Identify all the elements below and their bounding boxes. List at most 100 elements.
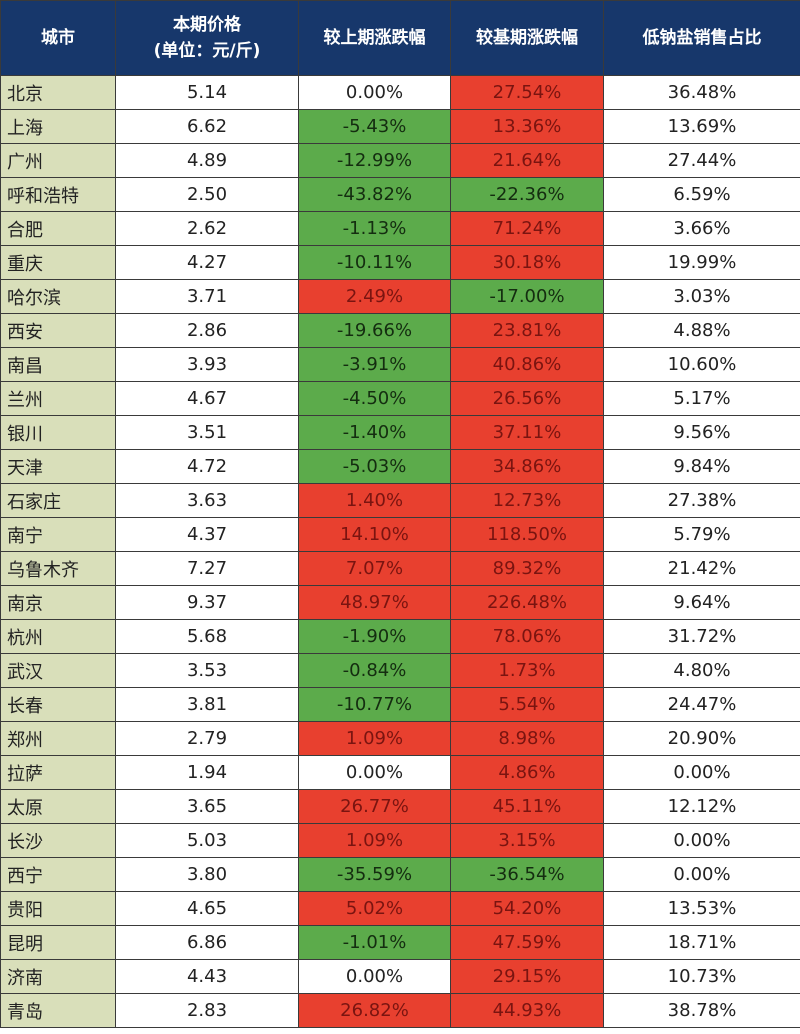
value-cell: 5.68 [115,619,299,654]
value-cell: 0.00% [603,857,800,892]
city-cell: 南京 [0,585,116,620]
value-cell: 19.99% [603,245,800,280]
value-cell: 9.64% [603,585,800,620]
value-cell: 89.32% [450,551,604,586]
value-cell: 54.20% [450,891,604,926]
value-cell: 10.73% [603,959,800,994]
value-cell: 21.42% [603,551,800,586]
value-cell: 0.00% [298,75,451,110]
city-cell: 天津 [0,449,116,484]
header-text: 本期价格 [173,15,241,35]
city-cell: 兰州 [0,381,116,416]
table-row: 郑州 2.79 1.09% 8.98% 20.90% [0,721,800,756]
value-cell: 9.84% [603,449,800,484]
table-row: 合肥 2.62 -1.13% 71.24% 3.66% [0,211,800,246]
value-cell: 9.37 [115,585,299,620]
city-cell: 上海 [0,109,116,144]
header-cell: 本期价格 (单位：元/斤) [115,0,299,76]
value-cell: 10.60% [603,347,800,382]
value-cell: -19.66% [298,313,451,348]
value-cell: -17.00% [450,279,604,314]
value-cell: 12.12% [603,789,800,824]
table-row: 广州 4.89 -12.99% 21.64% 27.44% [0,143,800,178]
table-row: 北京 5.14 0.00% 27.54% 36.48% [0,75,800,110]
table-row: 青岛 2.83 26.82% 44.93% 38.78% [0,993,800,1028]
value-cell: 4.65 [115,891,299,926]
table-row: 西宁 3.80 -35.59% -36.54% 0.00% [0,857,800,892]
value-cell: 2.62 [115,211,299,246]
city-cell: 长沙 [0,823,116,858]
value-cell: 18.71% [603,925,800,960]
value-cell: 26.56% [450,381,604,416]
value-cell: 26.77% [298,789,451,824]
value-cell: 5.79% [603,517,800,552]
value-cell: 44.93% [450,993,604,1028]
value-cell: 4.37 [115,517,299,552]
value-cell: 4.88% [603,313,800,348]
value-cell: 4.27 [115,245,299,280]
value-cell: -1.13% [298,211,451,246]
value-cell: 27.38% [603,483,800,518]
header-text: 较上期涨跌幅 [323,28,426,48]
value-cell: 1.94 [115,755,299,790]
city-cell: 拉萨 [0,755,116,790]
header-text: (单位：元/斤) [153,41,261,61]
city-cell: 杭州 [0,619,116,654]
value-cell: 47.59% [450,925,604,960]
value-cell: -1.40% [298,415,451,450]
value-cell: 5.17% [603,381,800,416]
value-cell: 2.49% [298,279,451,314]
table-row: 南宁 4.37 14.10% 118.50% 5.79% [0,517,800,552]
header-cell: 低钠盐销售占比 [603,0,800,76]
value-cell: 3.51 [115,415,299,450]
city-cell: 重庆 [0,245,116,280]
value-cell: 3.80 [115,857,299,892]
city-cell: 太原 [0,789,116,824]
value-cell: -10.11% [298,245,451,280]
value-cell: 1.40% [298,483,451,518]
value-cell: 3.15% [450,823,604,858]
value-cell: 7.27 [115,551,299,586]
value-cell: 2.79 [115,721,299,756]
city-cell: 乌鲁木齐 [0,551,116,586]
value-cell: 3.81 [115,687,299,722]
city-cell: 呼和浩特 [0,177,116,212]
value-cell: 6.86 [115,925,299,960]
table-row: 长春 3.81 -10.77% 5.54% 24.47% [0,687,800,722]
value-cell: 4.43 [115,959,299,994]
value-cell: 1.09% [298,823,451,858]
table-row: 呼和浩特 2.50 -43.82% -22.36% 6.59% [0,177,800,212]
value-cell: 48.97% [298,585,451,620]
value-cell: 2.50 [115,177,299,212]
value-cell: 1.09% [298,721,451,756]
value-cell: 21.64% [450,143,604,178]
header-cell: 较上期涨跌幅 [298,0,451,76]
value-cell: -10.77% [298,687,451,722]
value-cell: -5.43% [298,109,451,144]
city-cell: 西安 [0,313,116,348]
value-cell: 6.59% [603,177,800,212]
value-cell: -3.91% [298,347,451,382]
table-row: 杭州 5.68 -1.90% 78.06% 31.72% [0,619,800,654]
value-cell: 78.06% [450,619,604,654]
city-cell: 南昌 [0,347,116,382]
value-cell: 37.11% [450,415,604,450]
city-cell: 贵阳 [0,891,116,926]
value-cell: 5.02% [298,891,451,926]
value-cell: -12.99% [298,143,451,178]
value-cell: 0.00% [603,755,800,790]
value-cell: 5.54% [450,687,604,722]
value-cell: 5.14 [115,75,299,110]
value-cell: 7.07% [298,551,451,586]
value-cell: 13.36% [450,109,604,144]
value-cell: -4.50% [298,381,451,416]
value-cell: 0.00% [298,959,451,994]
value-cell: -22.36% [450,177,604,212]
table-body: 北京 5.14 0.00% 27.54% 36.48% 上海 6.62 -5.43% 13.36… [0,75,800,1028]
value-cell: 14.10% [298,517,451,552]
table-row: 南昌 3.93 -3.91% 40.86% 10.60% [0,347,800,382]
city-cell: 广州 [0,143,116,178]
value-cell: 0.00% [603,823,800,858]
value-cell: 3.65 [115,789,299,824]
